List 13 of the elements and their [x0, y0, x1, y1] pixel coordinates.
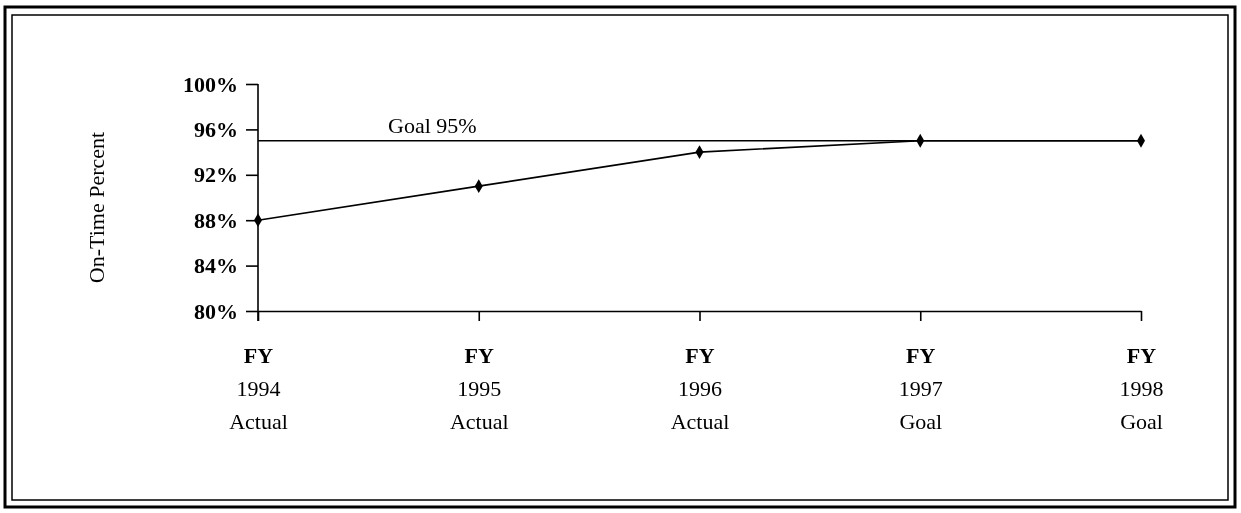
- y-tick-label: 100%: [183, 71, 238, 97]
- y-tick-label: 96%: [194, 116, 238, 142]
- y-axis-title: On-Time Percent: [84, 131, 109, 284]
- x-tick-label: FY 1996 Actual: [670, 343, 730, 434]
- y-tick-label: 84%: [194, 253, 238, 279]
- x-tick-label: FY 1994 Actual: [229, 343, 288, 434]
- x-tick-label: FY 1997 Goal: [898, 343, 943, 434]
- y-tick-label: 92%: [194, 162, 238, 188]
- y-tick-label: 88%: [194, 207, 238, 233]
- y-tick-label: 80%: [194, 298, 238, 324]
- x-tick-label: FY 1995 Actual: [449, 343, 509, 434]
- ref-line-label: Goal 95%: [388, 112, 477, 138]
- x-tick-label: FY 1998 Goal: [1119, 343, 1164, 434]
